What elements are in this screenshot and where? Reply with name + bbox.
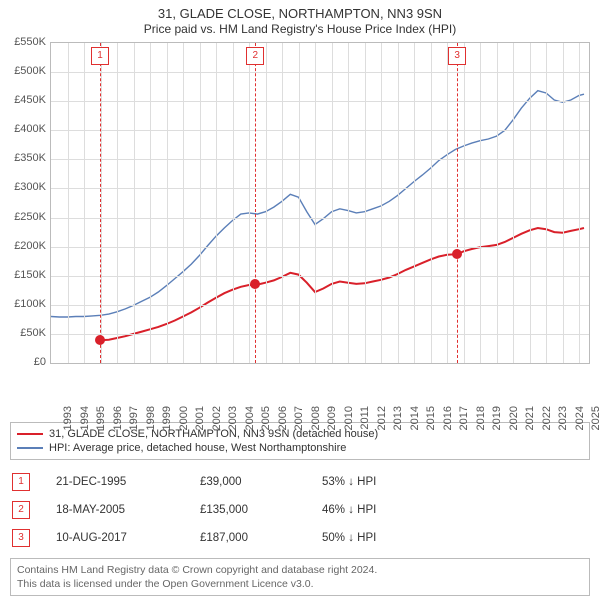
x-tick-label: 2009: [326, 406, 338, 430]
event-row: 1 21-DEC-1995 £39,000 53% ↓ HPI: [10, 468, 590, 496]
legend-swatch: [17, 447, 43, 449]
x-tick-label: 2001: [194, 406, 206, 430]
plot-area: 1 2 3: [50, 42, 590, 364]
x-tick-label: 2025: [590, 406, 600, 430]
y-tick-label: £400K: [14, 123, 46, 135]
x-tick-label: 2006: [277, 406, 289, 430]
series-marker: [95, 335, 105, 345]
y-tick-label: £550K: [14, 36, 46, 48]
y-tick-label: £250K: [14, 211, 46, 223]
event-row-price: £187,000: [200, 532, 296, 544]
x-tick-label: 2011: [359, 406, 371, 430]
event-row-date: 21-DEC-1995: [56, 476, 174, 488]
x-tick-label: 1994: [79, 406, 91, 430]
series-svg: [51, 43, 589, 363]
event-row-delta: 46% ↓ HPI: [322, 504, 588, 516]
x-tick-label: 1998: [145, 406, 157, 430]
x-tick-label: 2003: [227, 406, 239, 430]
x-tick-label: 2007: [293, 406, 305, 430]
chart-container: { "title": "31, GLADE CLOSE, NORTHAMPTON…: [0, 0, 600, 590]
x-tick-label: 1995: [95, 406, 107, 430]
x-tick-label: 2020: [508, 406, 520, 430]
legend-swatch: [17, 433, 43, 435]
event-row-delta: 53% ↓ HPI: [322, 476, 588, 488]
event-row-badge: 1: [12, 473, 30, 491]
chart-title: 31, GLADE CLOSE, NORTHAMPTON, NN3 9SN: [6, 6, 594, 21]
x-tick-label: 2008: [310, 406, 322, 430]
legend-item: HPI: Average price, detached house, West…: [17, 441, 583, 455]
x-tick-label: 2005: [260, 406, 272, 430]
x-tick-label: 2017: [458, 406, 470, 430]
x-tick-label: 2018: [475, 406, 487, 430]
event-row-price: £39,000: [200, 476, 296, 488]
event-line: [457, 43, 458, 363]
y-tick-label: £350K: [14, 152, 46, 164]
x-tick-label: 2016: [442, 406, 454, 430]
event-badge: 2: [246, 47, 264, 65]
x-tick-label: 2019: [491, 406, 503, 430]
event-row-delta: 50% ↓ HPI: [322, 532, 588, 544]
below-chart: 31, GLADE CLOSE, NORTHAMPTON, NN3 9SN (d…: [6, 422, 594, 596]
y-tick-label: £300K: [14, 181, 46, 193]
series-price_paid: [100, 228, 584, 340]
series-hpi: [51, 91, 584, 317]
footer-line1: Contains HM Land Registry data © Crown c…: [17, 563, 583, 577]
x-tick-label: 2014: [409, 406, 421, 430]
events-table: 1 21-DEC-1995 £39,000 53% ↓ HPI 2 18-MAY-2005…: [10, 468, 590, 552]
event-row: 3 10-AUG-2017 £187,000 50% ↓ HPI: [10, 524, 590, 552]
event-row-badge: 2: [12, 501, 30, 519]
chart-zone: £0 £50K £100K £150K £200K £250K £300K £350K £400…: [6, 42, 594, 380]
x-tick-label: 2021: [524, 406, 536, 430]
y-tick-label: £450K: [14, 94, 46, 106]
event-row-date: 18-MAY-2005: [56, 504, 174, 516]
y-tick-label: £0: [34, 356, 46, 368]
y-tick-label: £100K: [14, 298, 46, 310]
x-tick-label: 2012: [376, 406, 388, 430]
event-row: 2 18-MAY-2005 £135,000 46% ↓ HPI: [10, 496, 590, 524]
x-tick-label: 2013: [392, 406, 404, 430]
x-tick-label: 2024: [574, 406, 586, 430]
event-badge: 3: [448, 47, 466, 65]
series-marker: [452, 249, 462, 259]
event-line: [100, 43, 101, 363]
footer-line2: This data is licensed under the Open Gov…: [17, 577, 583, 591]
x-tick-label: 1996: [112, 406, 124, 430]
chart-subtitle: Price paid vs. HM Land Registry's House …: [6, 22, 594, 36]
x-tick-label: 1997: [128, 406, 140, 430]
event-row-badge: 3: [12, 529, 30, 547]
legend-label: HPI: Average price, detached house, West…: [49, 442, 346, 454]
event-row-date: 10-AUG-2017: [56, 532, 174, 544]
x-axis-labels: 1993199419951996199719981999200020012002…: [50, 366, 590, 380]
y-tick-label: £150K: [14, 269, 46, 281]
event-line: [255, 43, 256, 363]
x-tick-label: 2023: [557, 406, 569, 430]
event-badge: 1: [91, 47, 109, 65]
x-tick-label: 2004: [244, 406, 256, 430]
event-row-price: £135,000: [200, 504, 296, 516]
x-tick-label: 2010: [343, 406, 355, 430]
x-tick-label: 2015: [425, 406, 437, 430]
x-tick-label: 2022: [541, 406, 553, 430]
series-marker: [250, 279, 260, 289]
y-tick-label: £200K: [14, 240, 46, 252]
x-tick-label: 1993: [62, 406, 74, 430]
y-tick-label: £50K: [20, 327, 46, 339]
license-footer: Contains HM Land Registry data © Crown c…: [10, 558, 590, 596]
x-tick-label: 2000: [178, 406, 190, 430]
x-tick-label: 2002: [211, 406, 223, 430]
y-tick-label: £500K: [14, 65, 46, 77]
y-axis-labels: £0 £50K £100K £150K £200K £250K £300K £350K £400…: [6, 42, 48, 380]
x-tick-label: 1999: [161, 406, 173, 430]
